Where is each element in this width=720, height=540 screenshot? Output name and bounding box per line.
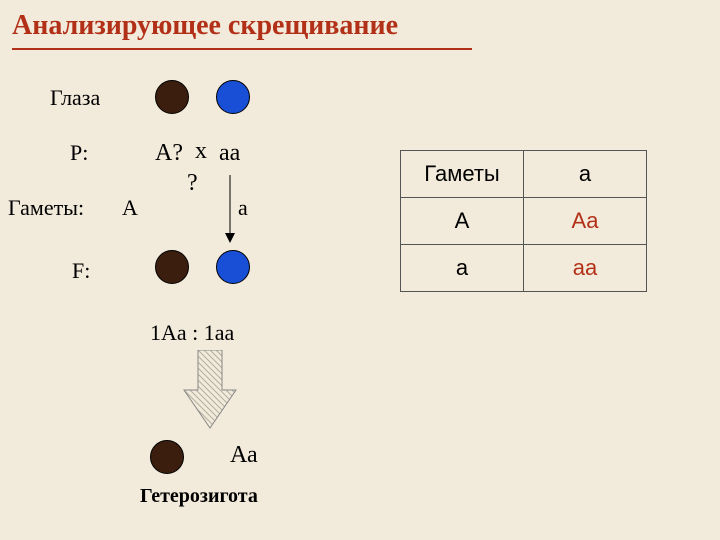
down-arrow-icon [220,175,240,245]
heterozygote-label: Гетерозигота [140,485,258,508]
eye-circle-blue [216,80,250,114]
slide-title: Анализирующее скрещивание [12,10,398,42]
punnett-row-gamete: a [401,245,524,292]
big-arrow-icon [180,350,240,430]
label-f: F: [72,258,90,284]
p-formula: А? х аа [155,140,240,167]
eye-circle-brown [155,80,189,114]
label-eyes: Глаза [50,85,100,111]
title-underline [12,48,472,50]
table-row: a aa [401,245,647,292]
gamete-big-a: А [122,195,138,221]
ratio-label: 1Aa : 1аа [150,320,234,346]
p-right: аа [219,140,240,167]
punnett-row-offspring: aa [524,245,647,292]
table-row: A Aa [401,198,647,245]
punnett-square: Гаметы a A Aa a aa [400,150,647,292]
punnett-header-a: a [524,151,647,198]
label-p: P: [70,140,88,166]
question-mark: ? [187,170,198,197]
punnett-header-gametes: Гаметы [401,151,524,198]
label-gametes: Гаметы: [8,195,84,221]
result-circle-brown [150,440,184,474]
cross-symbol: х [195,138,207,165]
punnett-row-gamete: A [401,198,524,245]
punnett-row-offspring: Aa [524,198,647,245]
result-aa-label: Аа [230,442,258,469]
p-left: А? [155,140,183,167]
f-circle-blue [216,250,250,284]
f-circle-brown [155,250,189,284]
